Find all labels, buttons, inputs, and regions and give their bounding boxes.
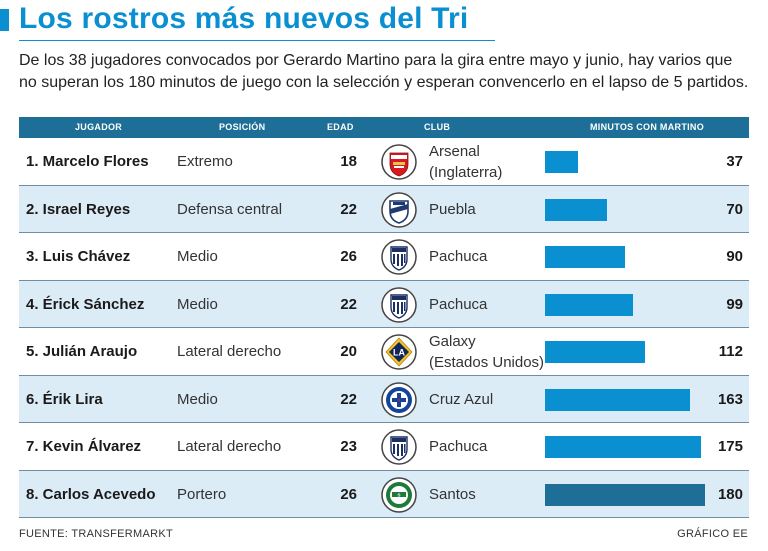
club-name: Santos <box>429 485 476 503</box>
club-name: Pachuca <box>429 438 488 455</box>
club-name: Cruz Azul <box>429 390 494 408</box>
minutes-label: 90 <box>726 248 743 265</box>
player-name: 5. Julián Araujo <box>26 343 138 360</box>
column-header-minutes: MINUTOS CON MARTINO <box>590 122 705 132</box>
column-header-position: POSICIÓN <box>219 122 266 132</box>
table-row: 5. Julián Araujo Lateral derecho 20 LA Galax… <box>19 328 749 376</box>
minutes-label: 37 <box>726 153 743 170</box>
club-name: Puebla <box>429 200 476 218</box>
player-age: 18 <box>340 153 357 170</box>
minutes-label: 180 <box>717 485 743 503</box>
minutes-bar <box>545 198 607 221</box>
table-row: 7. Kevin Álvarez Lateral derecho 23 Pachuca… <box>19 423 749 471</box>
title-block: Los rostros más nuevos del Tri <box>0 0 768 42</box>
player-position: Lateral derecho <box>177 438 282 455</box>
player-name: 8. Carlos Acevedo <box>26 485 156 503</box>
player-name: 1. Marcelo Flores <box>26 153 149 170</box>
player-name: 4. Érick Sánchez <box>26 295 145 313</box>
puebla-logo-icon <box>381 191 417 228</box>
galaxy-logo-icon: LA <box>381 334 417 370</box>
pachuca-logo-icon <box>381 429 417 465</box>
player-name: 3. Luis Chávez <box>26 248 131 265</box>
player-age: 23 <box>340 438 357 455</box>
minutes-bar <box>545 151 578 173</box>
minutes-label: 163 <box>717 390 743 408</box>
table-body: 1. Marcelo Flores Extremo 18 Arsenal (Ingla… <box>19 138 749 518</box>
credit-note: GRÁFICO EE <box>677 528 748 540</box>
minutes-label: 70 <box>726 200 743 218</box>
player-position: Portero <box>177 485 227 503</box>
title-underline <box>19 40 495 41</box>
table-row: 8. Carlos Acevedo Portero 26 S Santos 180 <box>19 470 749 518</box>
table-row: 2. Israel Reyes Defensa central 22 Puebla 70 <box>19 185 749 233</box>
player-position: Extremo <box>177 153 233 170</box>
player-age: 26 <box>340 248 357 265</box>
player-name: 6. Érik Lira <box>26 390 103 408</box>
player-position: Medio <box>177 248 218 265</box>
table-row: 3. Luis Chávez Medio 26 Pachuca 90 <box>19 233 749 281</box>
minutes-bar <box>545 293 633 316</box>
minutes-bar <box>545 388 690 411</box>
column-header-age: EDAD <box>327 122 354 132</box>
player-age: 22 <box>340 295 357 313</box>
table-row: 6. Érik Lira Medio 22 Cruz Azul 163 <box>19 375 749 423</box>
player-position: Lateral derecho <box>177 343 282 360</box>
pachuca-logo-icon <box>381 239 417 275</box>
player-position: Defensa central <box>177 200 283 218</box>
minutes-bar <box>545 483 705 506</box>
player-age: 20 <box>340 343 357 360</box>
player-position: Medio <box>177 295 218 313</box>
table-row: 4. Érick Sánchez Medio 22 Pachuca 99 <box>19 280 749 328</box>
page-title: Los rostros más nuevos del Tri <box>19 2 469 35</box>
santos-logo-icon: S <box>381 476 417 513</box>
player-age: 22 <box>340 390 357 408</box>
arsenal-logo-icon <box>381 144 417 180</box>
minutes-bar <box>545 341 645 363</box>
minutes-label: 99 <box>726 295 743 313</box>
minutes-bar <box>545 246 625 268</box>
source-note: FUENTE: TRANSFERMARKT <box>19 528 173 540</box>
column-header-player: JUGADOR <box>75 122 123 132</box>
players-table: JUGADOR POSICIÓN EDAD CLUB MINUTOS CON M… <box>19 117 749 518</box>
player-age: 26 <box>340 485 357 503</box>
club-name: Arsenal (Inglaterra) <box>429 142 503 181</box>
title-accent-bar <box>0 9 9 31</box>
club-name: Pachuca <box>429 248 488 265</box>
cruz-azul-logo-icon <box>381 381 417 418</box>
club-name: Pachuca <box>429 295 488 313</box>
minutes-bar <box>545 436 701 458</box>
svg-text:S: S <box>397 492 400 497</box>
svg-text:LA: LA <box>393 348 405 358</box>
column-header-club: CLUB <box>424 122 451 132</box>
player-name: 7. Kevin Álvarez <box>26 438 142 455</box>
minutes-label: 175 <box>717 438 743 455</box>
subtitle: De los 38 jugadores convocados por Gerar… <box>19 52 749 91</box>
table-row: 1. Marcelo Flores Extremo 18 Arsenal (Ingla… <box>19 138 749 186</box>
player-age: 22 <box>340 200 357 218</box>
club-name: Galaxy (Estados Unidos) <box>429 332 545 371</box>
pachuca-logo-icon <box>381 286 417 323</box>
minutes-label: 112 <box>718 343 743 360</box>
player-position: Medio <box>177 390 218 408</box>
table-header: JUGADOR POSICIÓN EDAD CLUB MINUTOS CON M… <box>19 117 749 138</box>
player-name: 2. Israel Reyes <box>26 200 131 218</box>
